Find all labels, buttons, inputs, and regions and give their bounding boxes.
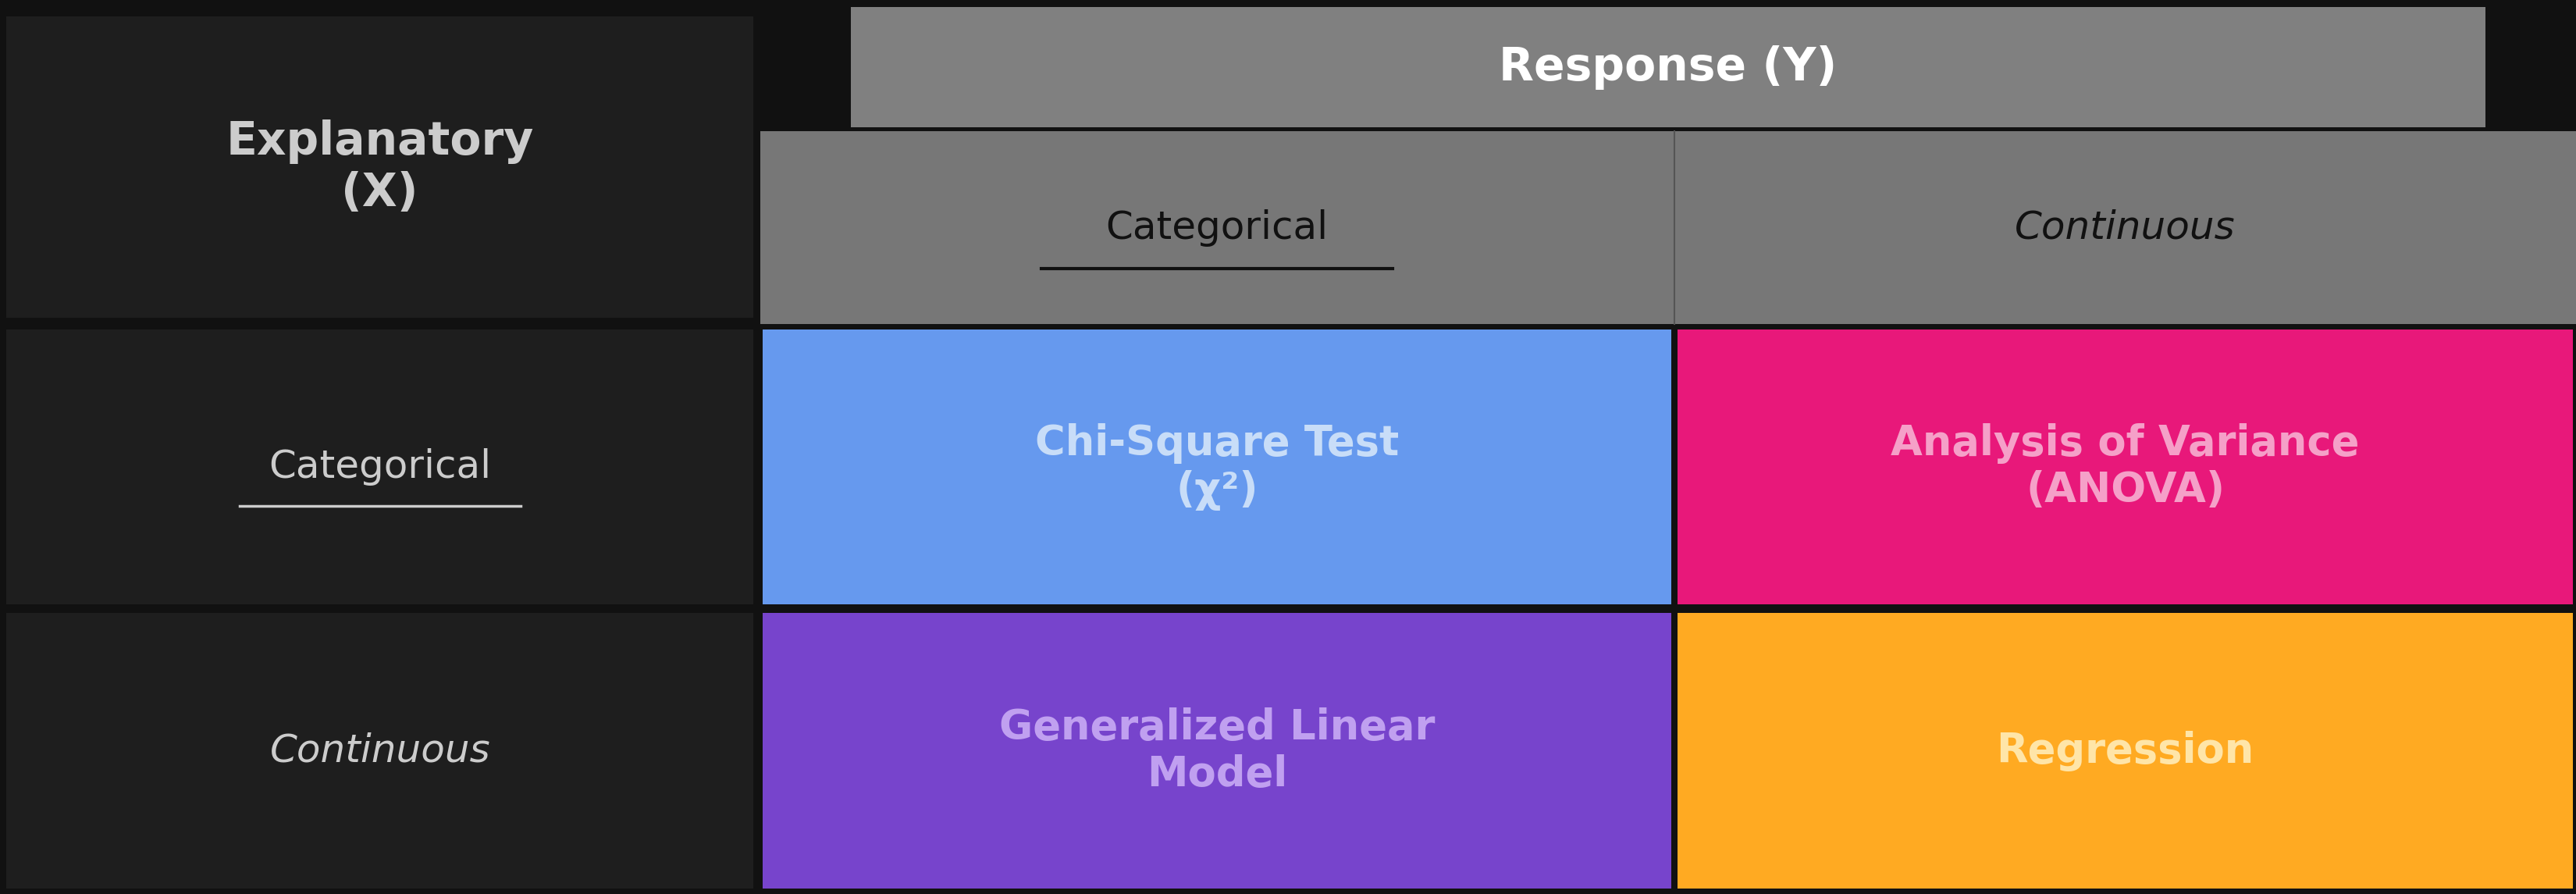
Text: Chi-Square Test
(χ²): Chi-Square Test (χ²): [1036, 423, 1399, 510]
Text: Categorical: Categorical: [1105, 209, 1329, 247]
FancyBboxPatch shape: [1677, 329, 2573, 604]
Text: Regression: Regression: [1996, 730, 2254, 772]
Text: Analysis of Variance
(ANOVA): Analysis of Variance (ANOVA): [1891, 423, 2360, 510]
FancyBboxPatch shape: [5, 329, 755, 604]
Text: Continuous: Continuous: [2014, 209, 2236, 247]
FancyBboxPatch shape: [760, 131, 2576, 324]
FancyBboxPatch shape: [850, 7, 2486, 128]
FancyBboxPatch shape: [762, 329, 1672, 604]
FancyBboxPatch shape: [762, 613, 1672, 889]
FancyBboxPatch shape: [1677, 613, 2573, 889]
Text: Continuous: Continuous: [270, 732, 489, 770]
Text: Response (Y): Response (Y): [1499, 45, 1837, 89]
FancyBboxPatch shape: [5, 613, 755, 889]
FancyBboxPatch shape: [5, 17, 755, 317]
Text: Generalized Linear
Model: Generalized Linear Model: [999, 707, 1435, 795]
Text: Explanatory
(X): Explanatory (X): [227, 119, 533, 215]
Text: Categorical: Categorical: [268, 448, 492, 485]
